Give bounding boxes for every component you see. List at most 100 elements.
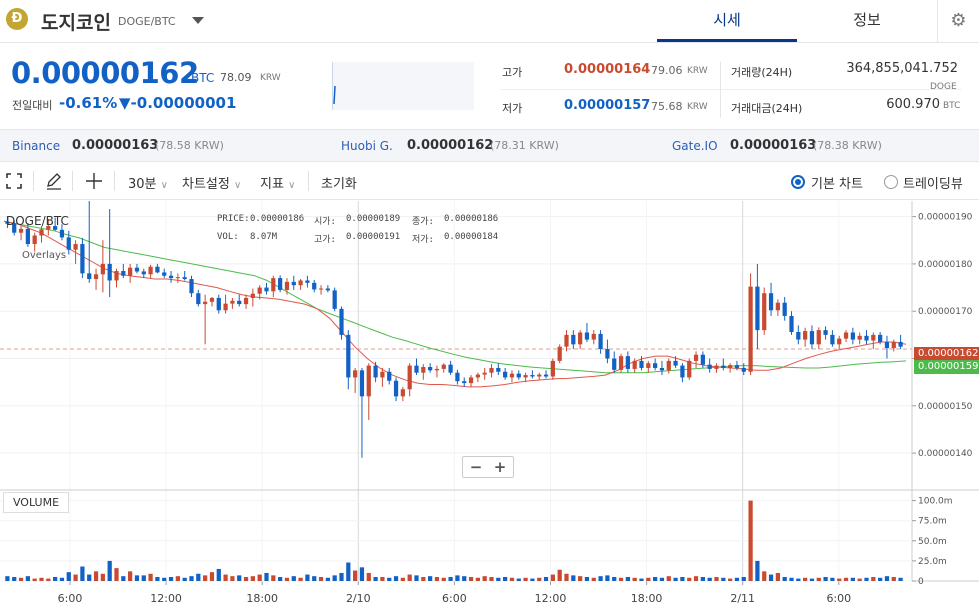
- coin-name[interactable]: 도지코인: [41, 12, 111, 34]
- volume-bar: [250, 576, 255, 581]
- candle-body: [359, 370, 365, 397]
- volume-bar: [714, 576, 719, 581]
- candle-body: [687, 360, 692, 378]
- basic-chart-label[interactable]: 기본 차트: [811, 177, 863, 192]
- coin-pair[interactable]: DOGE/BTC: [118, 15, 176, 28]
- volume-bar: [843, 577, 849, 581]
- info-price: 0.00000186: [250, 214, 305, 224]
- volume-bar: [257, 574, 262, 581]
- indicators-dropdown[interactable]: 지표 ∨: [260, 173, 295, 192]
- volume-bar: [162, 577, 167, 581]
- exchange-price: 0.00000162: [407, 138, 494, 153]
- exchange-name[interactable]: Huobi G.: [341, 139, 393, 153]
- volume-bar: [400, 577, 405, 581]
- volume-bar: [516, 578, 521, 581]
- exchange-krw: (78.31 KRW): [490, 139, 559, 152]
- tab-info[interactable]: 정보: [853, 11, 881, 29]
- candle-body: [809, 331, 815, 345]
- exchange-name[interactable]: Binance: [12, 139, 61, 153]
- chevron-down-icon[interactable]: [192, 17, 204, 24]
- overlays-label[interactable]: Overlays: [22, 250, 67, 261]
- candlestick-chart[interactable]: 0.000001900.000001800.000001700.00000160…: [0, 201, 979, 614]
- high-krw: 79.06: [651, 64, 683, 77]
- candle-body: [537, 374, 542, 377]
- radio-tradingview[interactable]: [884, 175, 898, 189]
- volume-bar: [659, 577, 665, 581]
- volume-bar: [571, 575, 576, 581]
- volume-bar: [291, 576, 296, 581]
- pencil-icon[interactable]: [45, 172, 63, 194]
- volume-bar: [503, 576, 508, 581]
- volume-bar: [93, 571, 99, 581]
- info-high: 0.00000191: [346, 232, 401, 242]
- candle-body: [748, 286, 753, 372]
- volume-bar: [748, 500, 753, 581]
- candle-body: [898, 341, 903, 347]
- candle-body: [59, 229, 65, 238]
- candle-body: [87, 273, 92, 280]
- volume-bar: [578, 576, 583, 581]
- chart-toolbar: [0, 162, 979, 200]
- volume-bar: [73, 574, 78, 581]
- chevron-down-icon: ∨: [233, 180, 242, 191]
- candle-body: [571, 334, 576, 345]
- exchange-name[interactable]: Gate.IO: [672, 139, 718, 153]
- exchange-bar: [0, 129, 979, 162]
- candle-body: [264, 287, 269, 292]
- info-high-label: 고가:: [314, 235, 336, 245]
- amount-24h-label: 거래대금(24H): [731, 102, 803, 115]
- crosshair-icon[interactable]: [85, 172, 103, 194]
- radio-basic-chart[interactable]: [791, 175, 805, 189]
- candle-body: [700, 354, 705, 365]
- low-value: 0.00000157: [564, 98, 651, 113]
- volume-bar: [284, 577, 290, 581]
- volume-bar: [734, 577, 740, 581]
- volume-bar: [728, 578, 733, 581]
- candle-body: [237, 300, 242, 305]
- zoom-in-button[interactable]: +: [493, 458, 507, 476]
- info-low-label: 저가:: [412, 235, 434, 245]
- fullscreen-icon[interactable]: [6, 173, 22, 193]
- change-amount: ▼-0.00000001: [119, 94, 237, 112]
- candle-body: [762, 293, 767, 331]
- x-tick-label: 6:00: [58, 592, 83, 605]
- exchange-price: 0.00000163: [730, 138, 817, 153]
- interval-dropdown[interactable]: 30분 ∨: [128, 173, 168, 192]
- volume-bar: [762, 571, 767, 581]
- volume-tick-label: 100.0m: [918, 497, 953, 507]
- tab-market-price[interactable]: 시세: [657, 0, 797, 42]
- toolbar-divider: [308, 171, 309, 191]
- exchange-krw: (78.38 KRW): [813, 139, 882, 152]
- zoom-out-button[interactable]: −: [469, 458, 483, 476]
- candle-body: [850, 332, 855, 340]
- volume-bar: [809, 578, 815, 581]
- volume-bar: [107, 560, 112, 581]
- gear-icon[interactable]: ⚙: [937, 0, 979, 42]
- volume-panel-label[interactable]: VOLUME: [3, 492, 69, 513]
- candle-body: [12, 223, 17, 233]
- current-price: 0.00000162: [11, 56, 199, 90]
- current-price-badge: 0.00000162: [914, 347, 979, 361]
- candle-body: [230, 300, 235, 304]
- candle-body: [400, 389, 405, 397]
- candle-body: [564, 334, 569, 347]
- reset-button[interactable]: 초기화: [321, 177, 357, 192]
- high-label: 고가: [502, 66, 523, 79]
- volume-bar: [796, 578, 801, 581]
- candle-body: [148, 266, 153, 275]
- volume-bar: [482, 576, 487, 581]
- candle-body: [625, 356, 630, 369]
- volume-bar: [318, 576, 324, 581]
- volume-bar: [414, 575, 419, 581]
- volume-bar: [216, 568, 221, 581]
- tradingview-label[interactable]: 트레이딩뷰: [903, 177, 963, 192]
- candle-body: [816, 330, 821, 345]
- chart-settings-dropdown[interactable]: 차트설정 ∨: [182, 173, 241, 192]
- info-vol-label: VOL:: [217, 232, 239, 242]
- x-tick-label: 2/11: [730, 592, 755, 605]
- volume-bar: [5, 576, 10, 581]
- volume-bar: [407, 574, 412, 581]
- volume-bar: [878, 577, 883, 581]
- volume-bar: [53, 576, 58, 581]
- fullscreen-icon-svg: [6, 173, 22, 189]
